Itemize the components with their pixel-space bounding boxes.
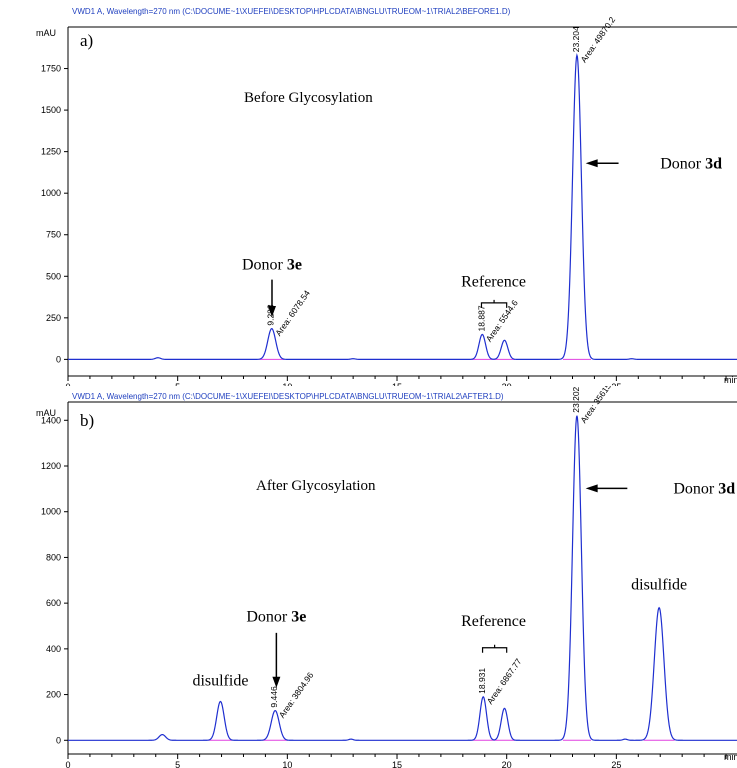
bracket-icon — [480, 299, 508, 308]
arrow-left-head — [585, 159, 598, 168]
arrow-down-head — [272, 676, 281, 688]
chromatogram-chart-a: VWD1 A, Wavelength=270 nm (C:\DOCUME~1\X… — [36, 7, 737, 386]
y-tick-label: 1750 — [41, 64, 61, 74]
y-tick-label: 0 — [56, 735, 61, 745]
y-tick-label: 0 — [56, 354, 61, 364]
y-tick-label: 1500 — [41, 105, 61, 115]
y-tick-label: 500 — [46, 271, 61, 281]
x-tick-label: 10 — [282, 382, 292, 386]
chromatogram-panel-a: VWD1 A, Wavelength=270 nm (C:\DOCUME~1\X… — [36, 7, 737, 386]
chromatogram-trace — [68, 415, 737, 741]
peak-area-label: Area: 6078.54 — [273, 288, 312, 338]
peak-rt-label: 18.931 — [477, 668, 487, 694]
peak-area-label: Area: 5544.6 — [484, 298, 520, 344]
x-tick-label: 20 — [502, 760, 512, 768]
chromatogram-chart-b: VWD1 A, Wavelength=270 nm (C:\DOCUME~1\X… — [36, 386, 737, 768]
x-tick-label: 25 — [611, 382, 621, 386]
x-tick-label: 0 — [65, 760, 70, 768]
y-tick-label: 1000 — [41, 188, 61, 198]
peak-area-label: Area: 35615 — [578, 386, 613, 425]
y-tick-label: 250 — [46, 313, 61, 323]
y-tick-label: 1400 — [41, 415, 61, 425]
annotation-label: Donor 3e — [246, 608, 306, 625]
peak-area-label: Area: 6867.77 — [485, 656, 524, 706]
peak-rt-label: 9.288 — [266, 304, 276, 326]
y-tick-label: 400 — [46, 644, 61, 654]
panel-label: a) — [80, 31, 93, 50]
x-tick-label: 25 — [611, 760, 621, 768]
x-axis-label: min — [724, 375, 737, 385]
chart-title: After Glycosylation — [256, 478, 376, 494]
bracket-icon — [481, 644, 508, 653]
y-tick-label: 1000 — [41, 507, 61, 517]
arrow-left-head — [585, 484, 598, 493]
annotation-label: Donor 3d — [673, 480, 735, 497]
y-tick-label: 750 — [46, 230, 61, 240]
y-tick-label: 1250 — [41, 147, 61, 157]
y-axis-label: mAU — [36, 408, 56, 418]
annotation-label: Donor 3e — [242, 257, 302, 274]
x-tick-label: 0 — [65, 382, 70, 386]
x-tick-label: 20 — [502, 382, 512, 386]
peak-area-label: Area: 49870.2 — [578, 15, 617, 65]
chart-title: Before Glycosylation — [244, 90, 373, 106]
chart-header: VWD1 A, Wavelength=270 nm (C:\DOCUME~1\X… — [72, 7, 511, 16]
x-tick-label: 5 — [175, 382, 180, 386]
chromatogram-trace — [68, 53, 737, 360]
peak-rt-label: 23.202 — [571, 386, 581, 412]
y-tick-label: 600 — [46, 598, 61, 608]
peak-rt-label: 23.204 — [571, 26, 581, 52]
arrow-down-head — [267, 306, 276, 318]
y-tick-label: 200 — [46, 690, 61, 700]
annotation-label: Donor 3d — [660, 155, 722, 172]
chart-header: VWD1 A, Wavelength=270 nm (C:\DOCUME~1\X… — [72, 392, 504, 401]
peak-area-label: Area: 3804.96 — [277, 670, 316, 720]
x-tick-label: 15 — [392, 760, 402, 768]
x-tick-label: 5 — [175, 760, 180, 768]
x-tick-label: 15 — [392, 382, 402, 386]
x-axis-label: min — [724, 752, 737, 762]
annotation-label: Reference — [461, 613, 526, 630]
annotation-label: Reference — [461, 273, 526, 290]
y-tick-label: 1200 — [41, 461, 61, 471]
peak-rt-label: 18.887 — [476, 305, 486, 331]
chromatogram-panel-b: VWD1 A, Wavelength=270 nm (C:\DOCUME~1\X… — [0, 386, 737, 768]
y-axis-label: mAU — [36, 28, 56, 38]
x-tick-label: 10 — [282, 760, 292, 768]
panel-label: b) — [80, 411, 94, 430]
peak-rt-label: 9.446 — [269, 686, 279, 708]
annotation-label: disulfide — [631, 576, 687, 593]
y-tick-label: 800 — [46, 552, 61, 562]
annotation-label: disulfide — [192, 672, 248, 689]
